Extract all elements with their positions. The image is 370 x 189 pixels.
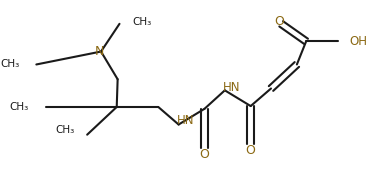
Text: O: O [246,144,256,157]
Text: CH₃: CH₃ [132,17,152,27]
Text: O: O [275,15,284,28]
Text: CH₃: CH₃ [0,60,20,70]
Text: HN: HN [177,114,194,127]
Text: OH: OH [350,35,367,48]
Text: HN: HN [223,81,240,94]
Text: N: N [94,45,104,58]
Text: CH₃: CH₃ [10,102,29,112]
Text: O: O [199,148,209,161]
Text: CH₃: CH₃ [55,125,74,135]
